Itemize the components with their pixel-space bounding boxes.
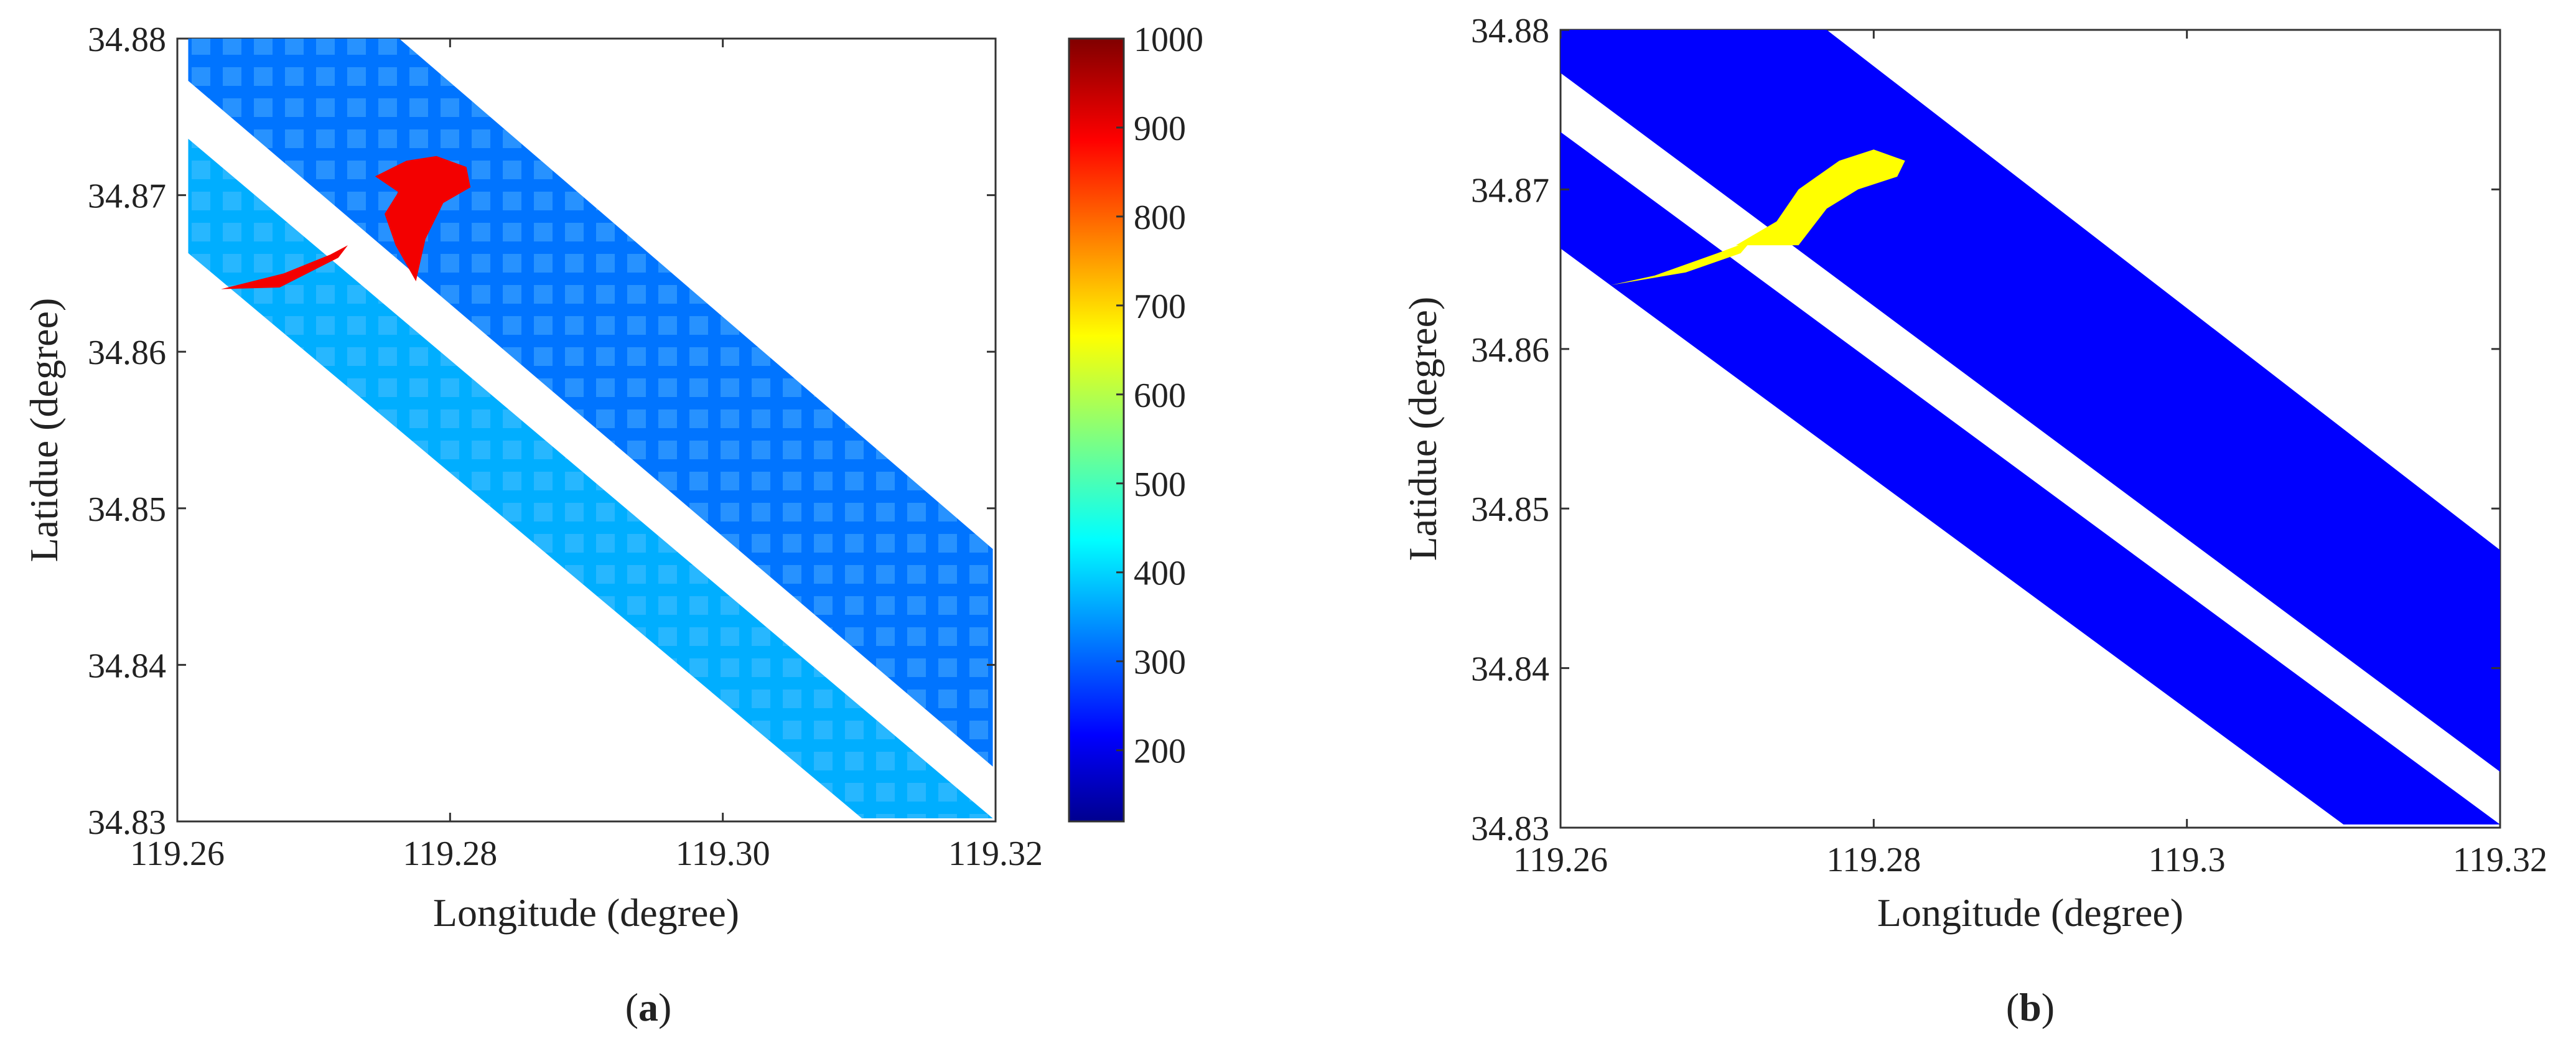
colorbar: 200 300 400 500 600 700 800 900 1000	[1068, 21, 1203, 823]
colorbar-tick-label: 1000	[1134, 21, 1203, 59]
high-intensity-region	[375, 156, 471, 281]
y-axis-label-a: Latidue (degree)	[22, 298, 66, 563]
panel-a: 119.26 119.28 119.30 119.32 34.83 34.84 34.85 3…	[22, 21, 1203, 1029]
colorbar-tick-label: 700	[1134, 288, 1186, 326]
x-tick-label-a: 119.32	[948, 835, 1043, 873]
swath-lower-b	[1561, 132, 2500, 825]
x-tick-label-a: 119.26	[130, 835, 225, 873]
x-tick-label-b: 119.26	[1513, 841, 1608, 879]
y-tick-label-a: 34.85	[88, 490, 166, 529]
y-axis-label-b: Latidue (degree)	[1401, 297, 1445, 561]
y-tick-label-b: 34.87	[1471, 171, 1549, 210]
colorbar-tick-label: 200	[1134, 732, 1186, 771]
y-tick-label-a: 34.87	[88, 177, 166, 216]
colorbar-tick-label: 400	[1134, 554, 1186, 593]
swath-texture-lower-a	[188, 139, 993, 818]
target-region	[1735, 149, 1905, 246]
x-tick-label-b: 119.32	[2453, 841, 2547, 879]
y-tick-label-a: 34.84	[88, 647, 166, 685]
colorbar-tick-label: 500	[1134, 465, 1186, 504]
y-tick-label-b: 34.86	[1471, 331, 1549, 370]
y-tick-label-a: 34.83	[88, 803, 166, 842]
colorbar-tick-label: 900	[1134, 110, 1186, 148]
y-tick-label-b: 34.85	[1471, 490, 1549, 529]
high-intensity-streak	[221, 245, 348, 289]
x-tick-label-a: 119.28	[403, 835, 497, 873]
y-tick-label-a: 34.86	[88, 334, 166, 372]
y-tick-label-a: 34.88	[88, 21, 166, 59]
x-tick-label-b: 119.28	[1826, 841, 1921, 879]
colorbar-gradient	[1068, 37, 1125, 823]
panel-label-a: (a)	[625, 985, 672, 1029]
y-tick-label-b: 34.83	[1471, 810, 1549, 848]
y-tick-label-b: 34.84	[1471, 650, 1549, 689]
colorbar-tick-label: 300	[1134, 643, 1186, 682]
colorbar-tick-label: 600	[1134, 376, 1186, 415]
panel-label-b: (b)	[2006, 985, 2055, 1029]
panel-b: 119.26 119.28 119.3 119.32 34.83 34.84 34.85 34…	[1401, 12, 2547, 1029]
x-axis-label-a: Longitude (degree)	[433, 891, 739, 935]
x-tick-label-a: 119.30	[676, 835, 770, 873]
x-tick-label-b: 119.3	[2149, 841, 2226, 879]
y-tick-label-b: 34.88	[1471, 12, 1549, 50]
x-axis-label-b: Longitude (degree)	[1877, 891, 2183, 935]
colorbar-tick-label: 800	[1134, 199, 1186, 237]
